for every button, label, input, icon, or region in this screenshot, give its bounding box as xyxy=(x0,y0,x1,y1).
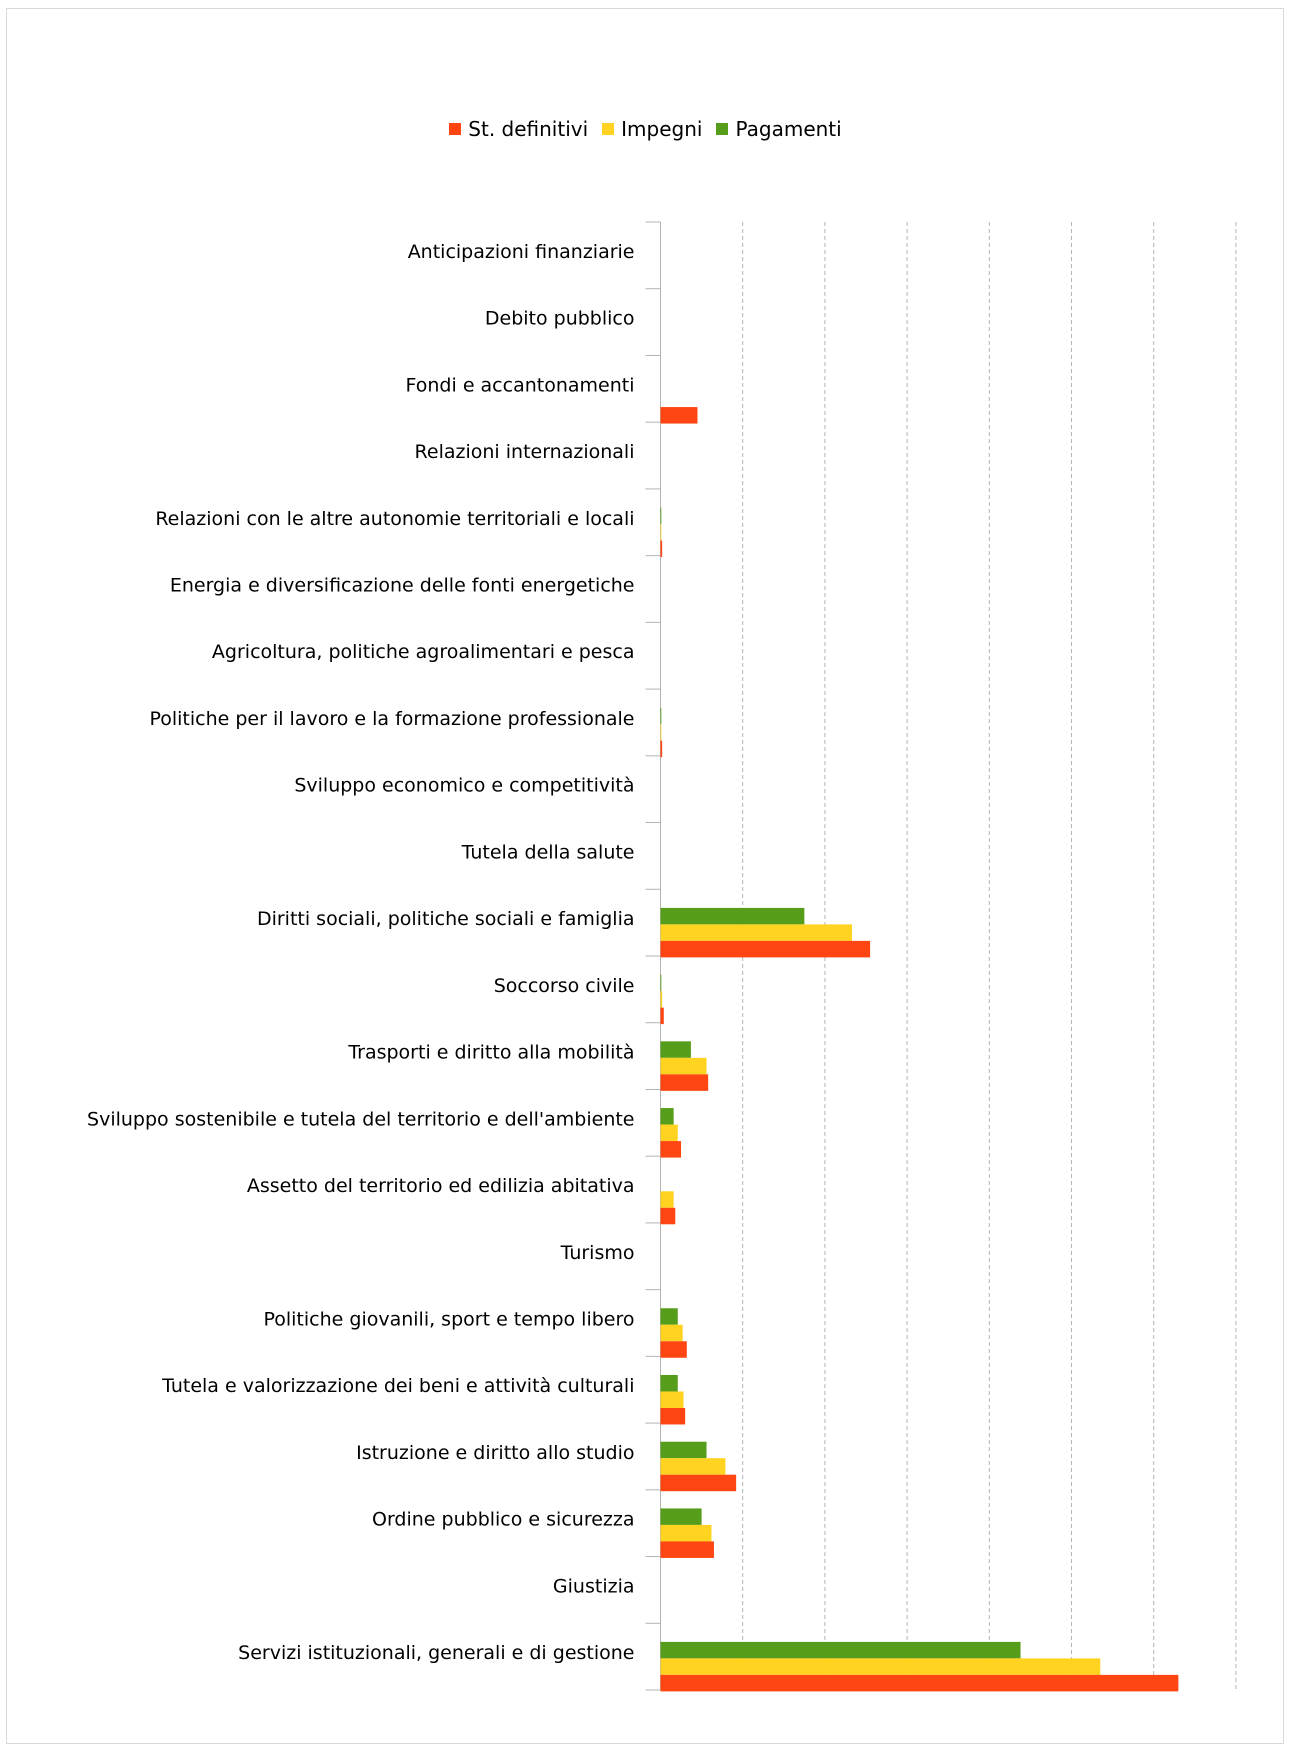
bar xyxy=(660,1674,1179,1692)
bar xyxy=(660,1324,683,1342)
bar xyxy=(660,1207,676,1225)
bar xyxy=(660,1141,682,1158)
category-label: Servizi istituzionali, generali e di ges… xyxy=(238,1642,634,1664)
bar xyxy=(660,1191,674,1208)
category-label: Fondi e accantonamenti xyxy=(406,374,635,396)
bar xyxy=(660,1441,707,1459)
category-label: Relazioni internazionali xyxy=(415,441,635,463)
bar xyxy=(660,740,663,758)
bar xyxy=(660,1541,714,1558)
category-label: Diritti sociali, politiche sociali e fam… xyxy=(257,908,635,930)
category-label: Turismo xyxy=(560,1242,635,1264)
legend-label-pagamenti: Pagamenti xyxy=(735,117,842,141)
bar xyxy=(660,1658,1101,1675)
bar xyxy=(660,724,662,741)
category-label: Agricoltura, politiche agroalimentari e … xyxy=(212,641,635,663)
category-label: Energia e diversificazione delle fonti e… xyxy=(170,575,635,597)
bar xyxy=(660,1057,707,1075)
bar xyxy=(660,991,663,1008)
bar xyxy=(660,707,662,725)
bar xyxy=(660,1474,737,1492)
category-label: Debito pubblico xyxy=(485,308,635,330)
category-label: Tutela della salute xyxy=(461,841,635,863)
category-label: Ordine pubblico e sicurezza xyxy=(372,1509,635,1531)
bar xyxy=(660,1041,691,1058)
category-label: Soccorso civile xyxy=(494,975,635,997)
bar xyxy=(660,1308,678,1325)
legend-swatch-impegni xyxy=(602,123,615,135)
bar xyxy=(660,974,662,992)
bar xyxy=(660,1007,664,1025)
category-label: Relazioni con le altre autonomie territo… xyxy=(155,508,634,530)
bar xyxy=(660,524,662,541)
legend-swatch-st-definitivi xyxy=(449,123,462,135)
bar xyxy=(660,1108,674,1125)
category-label: Sviluppo economico e competitività xyxy=(294,775,634,797)
category-label: Assetto del territorio ed edilizia abita… xyxy=(247,1175,635,1197)
bar xyxy=(660,1524,712,1542)
bar xyxy=(660,407,698,424)
bar xyxy=(660,1508,702,1525)
legend-item-pagamenti[interactable]: Pagamenti xyxy=(716,117,842,141)
bar xyxy=(660,507,662,525)
legend-label-impegni: Impegni xyxy=(621,117,703,141)
legend-swatch-pagamenti xyxy=(716,123,729,135)
legend: St. definitivi Impegni Pagamenti xyxy=(0,117,1291,141)
bar xyxy=(660,1458,726,1475)
category-label: Istruzione e diritto allo studio xyxy=(356,1442,634,1464)
bar xyxy=(660,1374,678,1392)
bar xyxy=(660,1391,684,1408)
bar xyxy=(660,940,871,958)
category-label: Giustizia xyxy=(553,1575,635,1597)
category-label: Politiche giovanili, sport e tempo liber… xyxy=(263,1309,634,1331)
legend-item-st-definitivi[interactable]: St. definitivi xyxy=(449,117,588,141)
category-label: Sviluppo sostenibile e tutela del territ… xyxy=(87,1108,634,1130)
bar xyxy=(660,1341,687,1358)
bar xyxy=(660,540,663,558)
bar xyxy=(660,1407,686,1425)
category-label: Tutela e valorizzazione dei beni e attiv… xyxy=(161,1375,634,1397)
category-label: Anticipazioni finanziarie xyxy=(408,241,635,263)
bar xyxy=(660,1124,678,1142)
category-label: Politiche per il lavoro e la formazione … xyxy=(149,708,634,730)
bar xyxy=(660,924,853,941)
bar xyxy=(660,1641,1021,1659)
legend-label-st-definitivi: St. definitivi xyxy=(468,117,589,141)
legend-item-impegni[interactable]: Impegni xyxy=(602,117,702,141)
category-label: Trasporti e diritto alla mobilità xyxy=(347,1042,634,1064)
bar xyxy=(660,1074,709,1091)
bar xyxy=(660,907,805,925)
